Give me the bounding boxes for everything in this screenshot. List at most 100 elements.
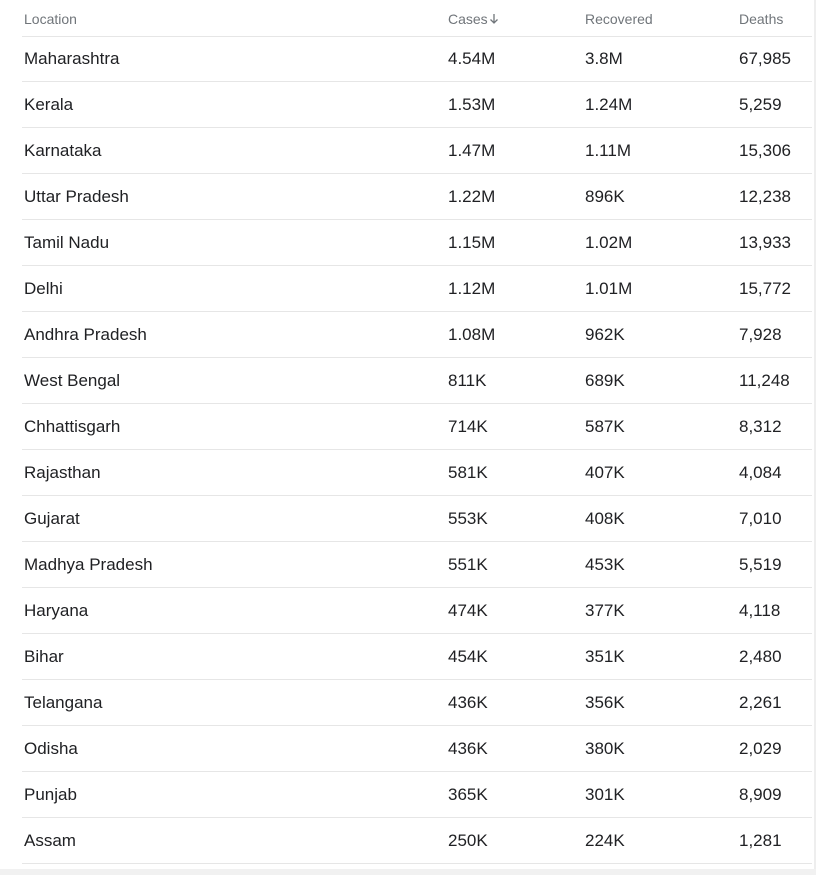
cell-cases: 1.08M <box>448 325 496 344</box>
cell-recovered: 1.11M <box>585 141 631 160</box>
cell-recovered: 1.24M <box>585 95 633 114</box>
cell-recovered: 3.8M <box>585 49 623 68</box>
cell-location: Uttar Pradesh <box>24 187 129 206</box>
cell-location: Haryana <box>24 601 89 620</box>
cell-cases: 1.22M <box>448 187 496 206</box>
cell-recovered: 453K <box>585 555 625 574</box>
arrow-down-icon <box>489 14 498 24</box>
table-row[interactable]: Delhi 1.12M 1.01M 15,772 <box>22 266 812 312</box>
cell-deaths: 2,029 <box>739 739 782 758</box>
table-row[interactable]: Kerala 1.53M 1.24M 5,259 <box>22 82 812 128</box>
table-row[interactable]: Assam 250K 224K 1,281 <box>22 818 812 864</box>
cell-location: Delhi <box>24 279 63 298</box>
cell-cases: 553K <box>448 509 488 528</box>
cell-deaths: 15,306 <box>739 141 791 160</box>
cell-recovered: 380K <box>585 739 625 758</box>
cell-deaths: 4,084 <box>739 463 782 482</box>
cell-cases: 811K <box>448 371 487 390</box>
cell-deaths: 67,985 <box>739 49 791 68</box>
cell-recovered: 224K <box>585 831 625 850</box>
cell-location: Rajasthan <box>24 463 101 482</box>
cell-deaths: 2,261 <box>739 693 782 712</box>
table-row[interactable]: Uttar Pradesh 1.22M 896K 12,238 <box>22 174 812 220</box>
cell-recovered: 896K <box>585 187 625 206</box>
cell-recovered: 407K <box>585 463 625 482</box>
cell-deaths: 8,312 <box>739 417 782 436</box>
table-row[interactable]: Gujarat 553K 408K 7,010 <box>22 496 812 542</box>
cell-recovered: 301K <box>585 785 625 804</box>
cell-deaths: 2,480 <box>739 647 782 666</box>
cell-cases: 454K <box>448 647 488 666</box>
cell-deaths: 5,259 <box>739 95 782 114</box>
table-row[interactable]: Punjab 365K 301K 8,909 <box>22 772 812 818</box>
cell-cases: 581K <box>448 463 488 482</box>
cell-location: Andhra Pradesh <box>24 325 147 344</box>
cell-location: Tamil Nadu <box>24 233 110 252</box>
table-row[interactable]: Andhra Pradesh 1.08M 962K 7,928 <box>22 312 812 358</box>
cell-cases: 1.15M <box>448 233 496 252</box>
cell-recovered: 356K <box>585 693 625 712</box>
cell-cases: 1.12M <box>448 279 496 298</box>
column-header-deaths[interactable]: Deaths <box>739 11 784 27</box>
cell-location: Bihar <box>24 647 64 666</box>
column-header-cases[interactable]: Cases <box>448 11 499 27</box>
table-row[interactable]: Madhya Pradesh 551K 453K 5,519 <box>22 542 812 588</box>
cell-recovered: 377K <box>585 601 625 620</box>
cell-cases: 551K <box>448 555 488 574</box>
bottom-divider <box>0 869 816 875</box>
cell-location: Odisha <box>24 739 78 758</box>
cell-location: Punjab <box>24 785 77 804</box>
cell-recovered: 1.01M <box>585 279 633 298</box>
column-header-recovered[interactable]: Recovered <box>585 11 653 27</box>
cell-cases: 4.54M <box>448 49 496 68</box>
table-row[interactable]: West Bengal 811K 689K 11,248 <box>22 358 812 404</box>
cell-cases: 1.47M <box>448 141 496 160</box>
cell-deaths: 7,928 <box>739 325 782 344</box>
cell-deaths: 7,010 <box>739 509 782 528</box>
cell-recovered: 689K <box>585 371 625 390</box>
cell-recovered: 351K <box>585 647 625 666</box>
cell-location: Telangana <box>24 693 103 712</box>
table-row[interactable]: Odisha 436K 380K 2,029 <box>22 726 812 772</box>
cell-deaths: 5,519 <box>739 555 782 574</box>
cell-location: Maharashtra <box>24 49 120 68</box>
table-row[interactable]: Chhattisgarh 714K 587K 8,312 <box>22 404 812 450</box>
cell-recovered: 1.02M <box>585 233 633 252</box>
cell-recovered: 962K <box>585 325 625 344</box>
table-row[interactable]: Tamil Nadu 1.15M 1.02M 13,933 <box>22 220 812 266</box>
table-row[interactable]: Telangana 436K 356K 2,261 <box>22 680 812 726</box>
cell-cases: 714K <box>448 417 488 436</box>
scroll-edge <box>814 0 816 875</box>
table-row[interactable]: Karnataka 1.47M 1.11M 15,306 <box>22 128 812 174</box>
table-header: Location Cases Recovered Deaths <box>22 0 812 37</box>
cell-cases: 1.53M <box>448 95 496 114</box>
cell-location: Chhattisgarh <box>24 417 121 436</box>
column-header-location[interactable]: Location <box>24 11 77 27</box>
cell-recovered: 408K <box>585 509 625 528</box>
cell-cases: 250K <box>448 831 488 850</box>
cell-deaths: 8,909 <box>739 785 782 804</box>
cell-cases: 436K <box>448 739 488 758</box>
cell-deaths: 11,248 <box>739 371 790 390</box>
cell-cases: 365K <box>448 785 488 804</box>
cell-deaths: 15,772 <box>739 279 791 298</box>
cell-location: Madhya Pradesh <box>24 555 153 574</box>
cell-deaths: 13,933 <box>739 233 791 252</box>
cell-deaths: 12,238 <box>739 187 791 206</box>
cell-location: Gujarat <box>24 509 80 528</box>
cell-location: Kerala <box>24 95 74 114</box>
cell-cases: 474K <box>448 601 488 620</box>
cell-location: Assam <box>24 831 76 850</box>
cell-deaths: 1,281 <box>739 831 782 850</box>
table-body: Maharashtra 4.54M 3.8M 67,985 Kerala 1.53M 1.2… <box>22 36 812 864</box>
table-row[interactable]: Bihar 454K 351K 2,480 <box>22 634 812 680</box>
cell-cases: 436K <box>448 693 488 712</box>
cell-recovered: 587K <box>585 417 625 436</box>
table-row[interactable]: Maharashtra 4.54M 3.8M 67,985 <box>22 36 812 82</box>
table-row[interactable]: Haryana 474K 377K 4,118 <box>22 588 812 634</box>
table-row[interactable]: Rajasthan 581K 407K 4,084 <box>22 450 812 496</box>
column-header-cases-label: Cases <box>448 11 488 27</box>
cell-deaths: 4,118 <box>739 601 781 620</box>
cell-location: Karnataka <box>24 141 102 160</box>
cell-location: West Bengal <box>24 371 121 390</box>
